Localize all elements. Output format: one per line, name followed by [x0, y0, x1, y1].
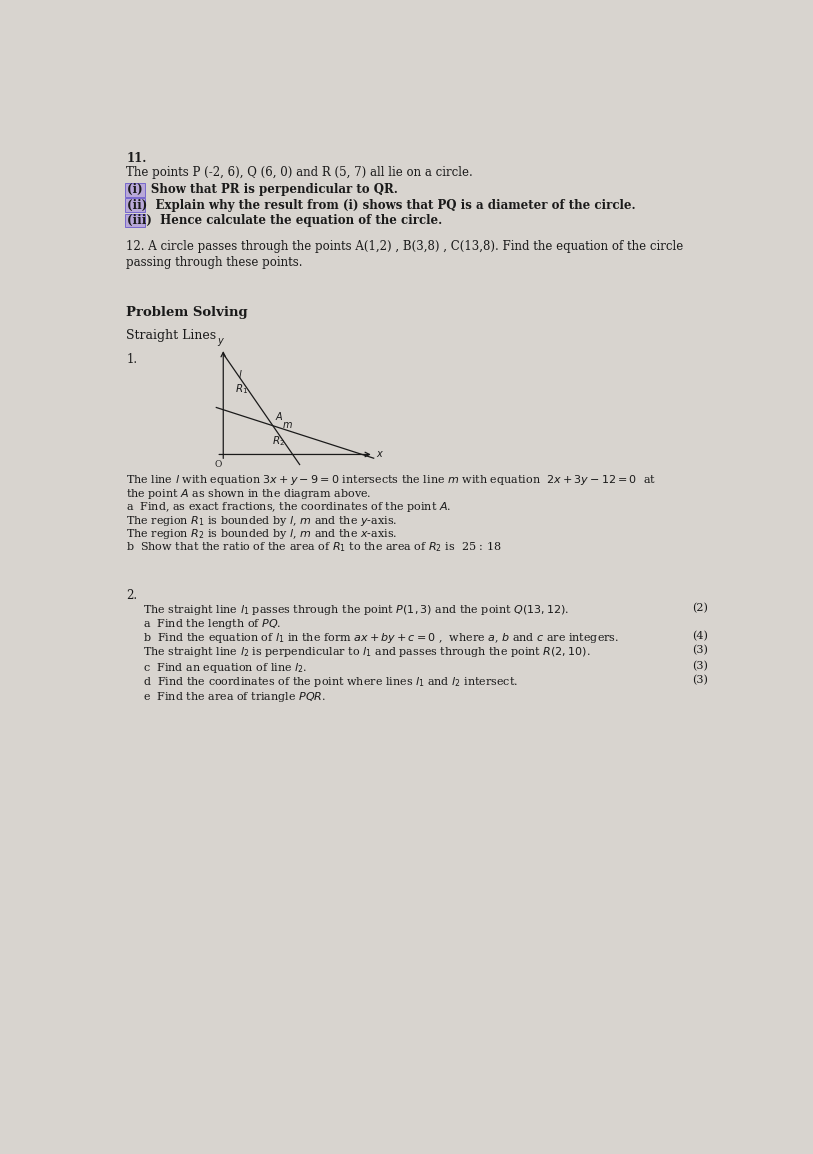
Text: $m$: $m$	[282, 420, 293, 429]
Text: The straight line $l_1$ passes through the point $P(1, 3)$ and the point $Q(13, : The straight line $l_1$ passes through t…	[143, 602, 570, 616]
FancyBboxPatch shape	[125, 182, 145, 196]
Text: (4): (4)	[692, 631, 707, 642]
Text: a  Find, as exact fractions, the coordinates of the point $A$.: a Find, as exact fractions, the coordina…	[127, 501, 451, 515]
Text: $R_2$: $R_2$	[272, 434, 285, 448]
Text: (2): (2)	[692, 602, 707, 613]
Text: (3): (3)	[692, 660, 707, 670]
Text: $R_1$: $R_1$	[235, 383, 248, 397]
Text: 12. A circle passes through the points A(1,2) , B(3,8) , C(13,8). Find the equat: 12. A circle passes through the points A…	[127, 240, 684, 253]
Text: The line $l$ with equation $3x+y-9=0$ intersects the line $m$ with equation  $2x: The line $l$ with equation $3x+y-9=0$ in…	[127, 473, 657, 487]
Text: The region $R_2$ is bounded by $l$, $m$ and the $x$-axis.: The region $R_2$ is bounded by $l$, $m$ …	[127, 527, 398, 541]
Text: e  Find the area of triangle $PQR$.: e Find the area of triangle $PQR$.	[143, 690, 327, 704]
Text: (ii)  Explain why the result from (i) shows that PQ is a diameter of the circle.: (ii) Explain why the result from (i) sho…	[127, 198, 636, 211]
Text: $l$: $l$	[238, 368, 243, 380]
Text: 11.: 11.	[127, 152, 147, 165]
FancyBboxPatch shape	[125, 213, 145, 227]
Text: (iii)  Hence calculate the equation of the circle.: (iii) Hence calculate the equation of th…	[127, 213, 442, 227]
Text: c  Find an equation of line $l_2$.: c Find an equation of line $l_2$.	[143, 660, 308, 675]
Text: a  Find the length of $PQ$.: a Find the length of $PQ$.	[143, 617, 282, 631]
Text: $y$: $y$	[217, 336, 225, 349]
Text: (i)  Show that PR is perpendicular to QR.: (i) Show that PR is perpendicular to QR.	[127, 183, 398, 196]
Text: b  Find the equation of $l_1$ in the form $ax+by+c=0$ ,  where $a$, $b$ and $c$ : b Find the equation of $l_1$ in the form…	[143, 631, 620, 645]
Text: 2.: 2.	[127, 589, 137, 602]
Text: $x$: $x$	[376, 449, 384, 459]
Text: The region $R_1$ is bounded by $l$, $m$ and the $y$-axis.: The region $R_1$ is bounded by $l$, $m$ …	[127, 515, 398, 529]
Text: The straight line $l_2$ is perpendicular to $l_1$ and passes through the point $: The straight line $l_2$ is perpendicular…	[143, 645, 591, 659]
Text: (3): (3)	[692, 675, 707, 685]
FancyBboxPatch shape	[125, 198, 145, 212]
Text: b  Show that the ratio of the area of $R_1$ to the area of $R_2$ is  25 : 18: b Show that the ratio of the area of $R_…	[127, 540, 502, 554]
Text: Straight Lines: Straight Lines	[127, 329, 216, 343]
Text: (3): (3)	[692, 645, 707, 655]
Text: the point $A$ as shown in the diagram above.: the point $A$ as shown in the diagram ab…	[127, 487, 372, 501]
Text: passing through these points.: passing through these points.	[127, 255, 303, 269]
Text: 1.: 1.	[127, 352, 137, 366]
Text: Problem Solving: Problem Solving	[127, 306, 248, 320]
Text: d  Find the coordinates of the point where lines $l_1$ and $l_2$ intersect.: d Find the coordinates of the point wher…	[143, 675, 519, 689]
Text: O: O	[215, 459, 222, 469]
Text: The points P (-2, 6), Q (6, 0) and R (5, 7) all lie on a circle.: The points P (-2, 6), Q (6, 0) and R (5,…	[127, 166, 473, 179]
Text: $A$: $A$	[275, 410, 283, 422]
